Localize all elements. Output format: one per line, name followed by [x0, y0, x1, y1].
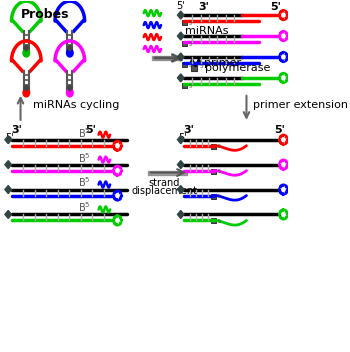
FancyBboxPatch shape [182, 83, 187, 88]
Text: primer extension: primer extension [253, 100, 348, 110]
Circle shape [282, 13, 285, 17]
Text: strand: strand [149, 177, 180, 188]
Text: $\mathsf{B}^5$: $\mathsf{B}^5$ [78, 151, 91, 164]
FancyBboxPatch shape [182, 20, 187, 25]
FancyBboxPatch shape [211, 144, 216, 149]
Text: miRNAs: miRNAs [185, 26, 228, 36]
Text: primer: primer [204, 58, 241, 68]
Text: 5': 5' [6, 133, 14, 143]
Text: $^5$: $^5$ [188, 41, 193, 47]
FancyBboxPatch shape [211, 219, 216, 224]
Circle shape [282, 213, 285, 216]
Text: miRNAs cycling: miRNAs cycling [33, 100, 119, 110]
Text: $^5$: $^5$ [188, 20, 193, 26]
Circle shape [116, 194, 119, 197]
Text: 5': 5' [274, 125, 285, 135]
Text: $^5$: $^5$ [188, 83, 193, 89]
Circle shape [116, 169, 119, 172]
Text: $^5$: $^5$ [188, 62, 193, 68]
Text: $\mathsf{B}^5$: $\mathsf{B}^5$ [78, 201, 91, 214]
Polygon shape [24, 85, 29, 91]
Polygon shape [24, 45, 29, 51]
Text: Probes: Probes [21, 8, 69, 21]
Circle shape [282, 138, 285, 142]
Text: 3': 3' [11, 125, 22, 135]
Text: $^5$: $^5$ [217, 219, 222, 225]
Circle shape [116, 219, 119, 222]
Circle shape [282, 163, 285, 166]
Circle shape [116, 144, 119, 148]
Circle shape [23, 49, 30, 57]
Text: 5': 5' [176, 1, 185, 11]
Text: $^5$: $^5$ [199, 63, 204, 73]
Text: 5': 5' [85, 125, 96, 135]
Text: $\mathsf{B}^5$: $\mathsf{B}^5$ [78, 176, 91, 189]
Circle shape [23, 89, 30, 97]
Polygon shape [67, 45, 72, 51]
FancyBboxPatch shape [182, 41, 187, 46]
Text: 3': 3' [183, 125, 194, 135]
Circle shape [282, 76, 285, 80]
Polygon shape [67, 85, 72, 91]
FancyBboxPatch shape [182, 62, 187, 67]
Text: displacement: displacement [131, 186, 197, 195]
Text: 5': 5' [178, 133, 187, 143]
Text: $^5$: $^5$ [217, 144, 222, 150]
Text: 5': 5' [270, 2, 281, 12]
Text: $\mathsf{B}^5$: $\mathsf{B}^5$ [78, 126, 91, 140]
FancyBboxPatch shape [191, 65, 197, 71]
Text: polymerase: polymerase [204, 63, 270, 73]
FancyBboxPatch shape [211, 169, 216, 174]
Circle shape [282, 55, 285, 59]
Circle shape [66, 89, 73, 97]
Circle shape [282, 188, 285, 191]
Text: 3': 3' [198, 2, 209, 12]
Text: $^5$: $^5$ [217, 194, 222, 200]
Text: $^5$: $^5$ [217, 169, 222, 175]
Circle shape [282, 34, 285, 38]
FancyBboxPatch shape [211, 194, 216, 199]
Circle shape [66, 49, 73, 57]
